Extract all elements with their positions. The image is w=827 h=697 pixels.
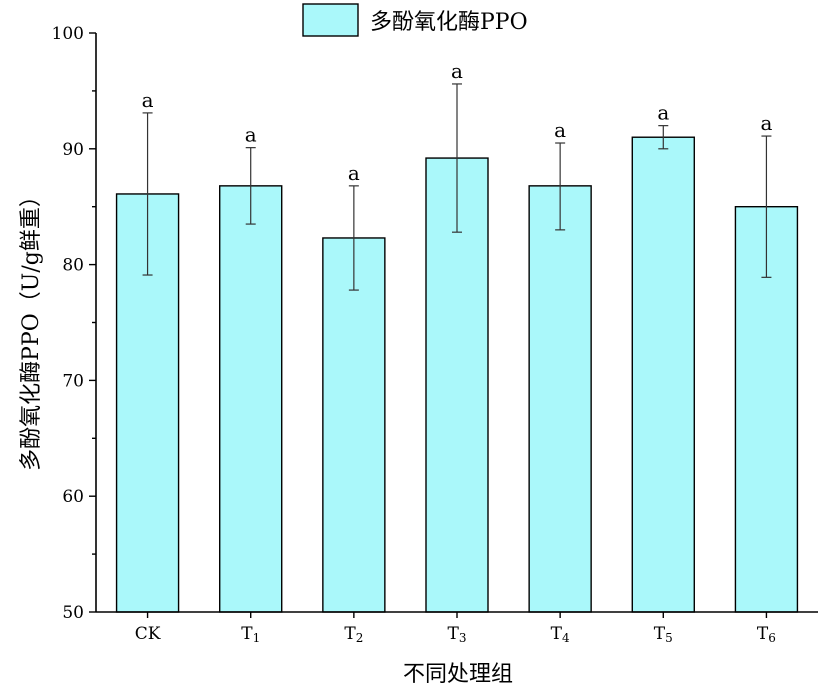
- x-tick-label: T6: [757, 624, 776, 645]
- significance-label: a: [554, 118, 566, 142]
- x-tick-label: T1: [241, 624, 260, 645]
- significance-label: a: [348, 161, 360, 185]
- y-tick-label: 60: [62, 487, 84, 507]
- x-tick-label: CK: [135, 624, 161, 644]
- x-tick-label: T4: [551, 624, 570, 645]
- significance-label: a: [657, 101, 669, 125]
- significance-label: a: [142, 88, 154, 112]
- bar: [528, 185, 592, 613]
- y-tick-label: 70: [62, 371, 84, 391]
- x-tick-label: T5: [654, 624, 673, 645]
- x-tick-label: T2: [344, 624, 363, 645]
- bar: [322, 237, 386, 613]
- bar: [631, 136, 695, 613]
- y-tick-label: 100: [52, 24, 84, 44]
- x-tick-label: T3: [448, 624, 467, 645]
- y-axis-title: 多酚氧化酶PPO（U/g鲜重）: [19, 185, 44, 471]
- x-axis-title: 不同处理组: [403, 662, 513, 687]
- plot-area: a a a a a a a 50 60 70 80 90 100 CK T1 T2 T3 T4 T5 T6: [52, 24, 818, 645]
- significance-label: a: [760, 111, 772, 135]
- bar: [219, 185, 283, 613]
- y-tick-label: 80: [62, 256, 84, 276]
- significance-label: a: [451, 59, 463, 83]
- y-tick-label: 50: [62, 603, 84, 623]
- legend-label: 多酚氧化酶PPO: [370, 10, 528, 35]
- legend-swatch: [302, 3, 359, 37]
- significance-label: a: [245, 123, 257, 147]
- legend: 多酚氧化酶PPO: [302, 3, 528, 37]
- y-tick-label: 90: [62, 140, 84, 160]
